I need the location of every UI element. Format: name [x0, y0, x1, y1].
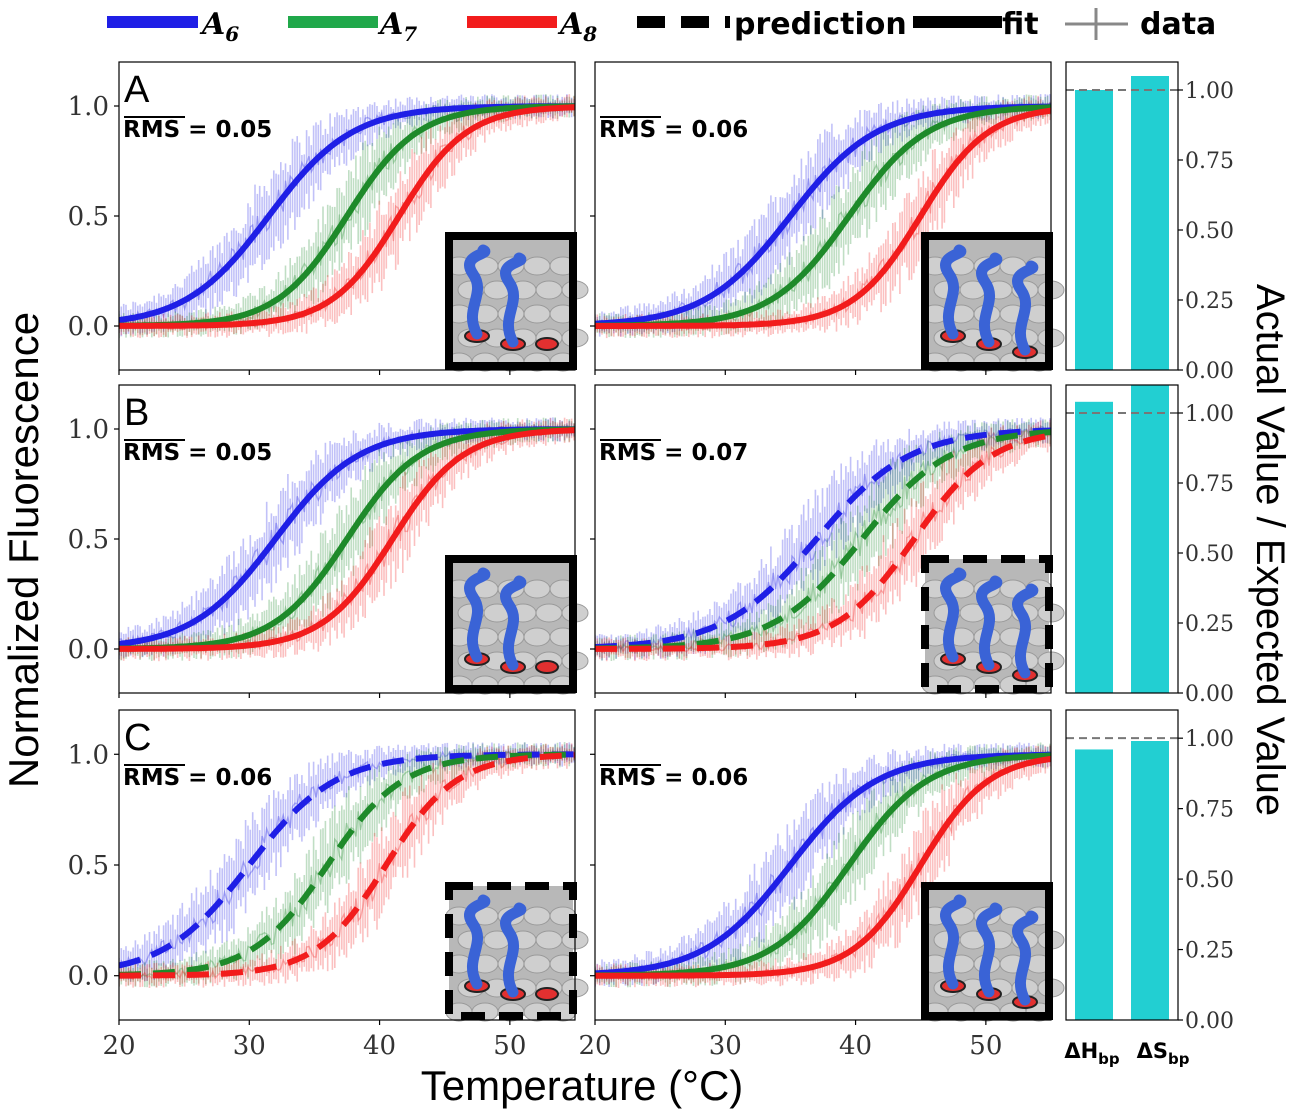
x-tick-label: 20 [102, 1031, 135, 1061]
legend-prediction-label: prediction [734, 7, 907, 42]
bar-panel-c: 0.00 0.25 0.50 0.75 1.00 [1065, 709, 1234, 1034]
inset-molecule-image [921, 232, 1065, 372]
y-tick-label: 0.0 [68, 962, 109, 992]
x-tick-label: 20 [578, 1031, 611, 1061]
bar-y-tick-label: 0.75 [1185, 149, 1234, 174]
rms-annotation: RMS = 0.05 [123, 440, 272, 466]
bar-y-tick-label: 0.50 [1185, 542, 1234, 567]
y-tick-label: 0.0 [68, 312, 109, 342]
y-tick-label: 1.0 [68, 740, 109, 770]
x-tick-label: 40 [363, 1031, 396, 1061]
bar-y-tick-label: 0.50 [1185, 868, 1234, 893]
y-tick-label: 0.5 [68, 851, 109, 881]
legend-data-label: data [1140, 7, 1216, 42]
bar-y-tick-label: 0.25 [1185, 289, 1234, 314]
inset-molecule-image [445, 555, 589, 695]
prediction-a8 [119, 752, 575, 979]
prediction-a7 [119, 751, 575, 978]
rms-annotation: RMS = 0.06 [599, 765, 748, 791]
rms-annotation: RMS = 0.07 [599, 440, 748, 466]
bar-ds [1131, 385, 1169, 693]
data-a6 [119, 742, 575, 982]
panel-b-1: 0.0 0.5 1.0 B RMS = 0.05 [68, 384, 589, 698]
bar-category-ds: ΔSbp [1137, 1039, 1190, 1068]
fit-a8 [119, 427, 575, 652]
panel-c-2: 20 30 40 50 RMS = 0.06 [578, 709, 1065, 1061]
legend-a7-label: A7 [377, 7, 417, 46]
fit-a8 [119, 104, 575, 329]
panel-a-1: 0.0 0.5 1.0 A RMS = 0.05 [68, 61, 589, 375]
panel-letter: C [124, 717, 151, 759]
bar-y-tick-label: 1.00 [1185, 79, 1234, 104]
prediction-a6 [119, 751, 575, 969]
fit-a8 [595, 755, 1051, 979]
rms-annotation: RMS = 0.05 [123, 117, 272, 143]
x-tick-label: 50 [969, 1031, 1002, 1061]
rms-annotation: RMS = 0.06 [599, 117, 748, 143]
bar-panel-a: 0.00 0.25 0.50 0.75 1.00 [1065, 61, 1234, 384]
y-tick-label: 0.0 [68, 635, 109, 665]
bar-y-tick-label: 1.00 [1185, 727, 1234, 752]
prediction-a6 [595, 427, 1051, 651]
y-axis-label-right: Actual Value / Expected Value [1248, 284, 1292, 816]
fit-a8 [595, 107, 1051, 329]
y-tick-label: 0.5 [68, 202, 109, 232]
inset-molecule-image [921, 555, 1065, 695]
y-axis-label-left: Normalized Fluorescence [0, 312, 47, 788]
bar-y-tick-label: 0.25 [1185, 612, 1234, 637]
prediction-a8 [595, 432, 1051, 652]
panel-letter: A [124, 69, 150, 111]
x-tick-label: 30 [233, 1031, 266, 1061]
y-tick-label: 1.0 [68, 415, 109, 445]
panel-c-1: 0.0 0.5 1.0 20 30 40 50 C RMS = 0.06 [68, 709, 589, 1061]
bar-panel-b: 0.00 0.25 0.50 0.75 1.00 [1065, 384, 1234, 707]
bar-y-tick-label: 1.00 [1185, 402, 1234, 427]
fit-a6 [595, 103, 1051, 327]
inset-molecule-image [445, 232, 589, 372]
inset-molecule-image [921, 882, 1065, 1022]
legend-a6-label: A6 [199, 7, 239, 46]
legend-a8-label: A8 [557, 7, 597, 46]
bar-y-tick-label: 0.00 [1185, 682, 1234, 707]
bar-dh [1075, 401, 1113, 693]
rms-annotation: RMS = 0.06 [123, 765, 272, 791]
inset-molecule-image [445, 882, 589, 1022]
bar-dh [1075, 90, 1113, 370]
panel-a-2: RMS = 0.06 [590, 61, 1065, 375]
bar-y-tick-label: 0.25 [1185, 939, 1234, 964]
bar-ds [1131, 76, 1169, 370]
bar-ds [1131, 741, 1169, 1020]
bar-y-tick-label: 0.50 [1185, 219, 1234, 244]
bar-y-tick-label: 0.00 [1185, 359, 1234, 384]
x-axis-label: Temperature (°C) [421, 1062, 744, 1109]
panel-letter: B [124, 392, 149, 434]
y-tick-label: 1.0 [68, 92, 109, 122]
fit-a6 [595, 751, 1051, 977]
bar-y-tick-label: 0.75 [1185, 798, 1234, 823]
bar-y-tick-label: 0.00 [1185, 1009, 1234, 1034]
bar-category-dh: ΔHbp [1064, 1039, 1120, 1068]
bar-y-tick-label: 0.75 [1185, 472, 1234, 497]
panel-b-2: RMS = 0.07 [590, 384, 1065, 698]
x-tick-label: 50 [493, 1031, 526, 1061]
legend-fit-label: fit [1002, 7, 1039, 42]
x-tick-label: 30 [709, 1031, 742, 1061]
legend: A6 A7 A8 prediction fit data [107, 7, 1216, 46]
bar-dh [1075, 749, 1113, 1020]
y-tick-label: 0.5 [68, 525, 109, 555]
x-tick-label: 40 [839, 1031, 872, 1061]
